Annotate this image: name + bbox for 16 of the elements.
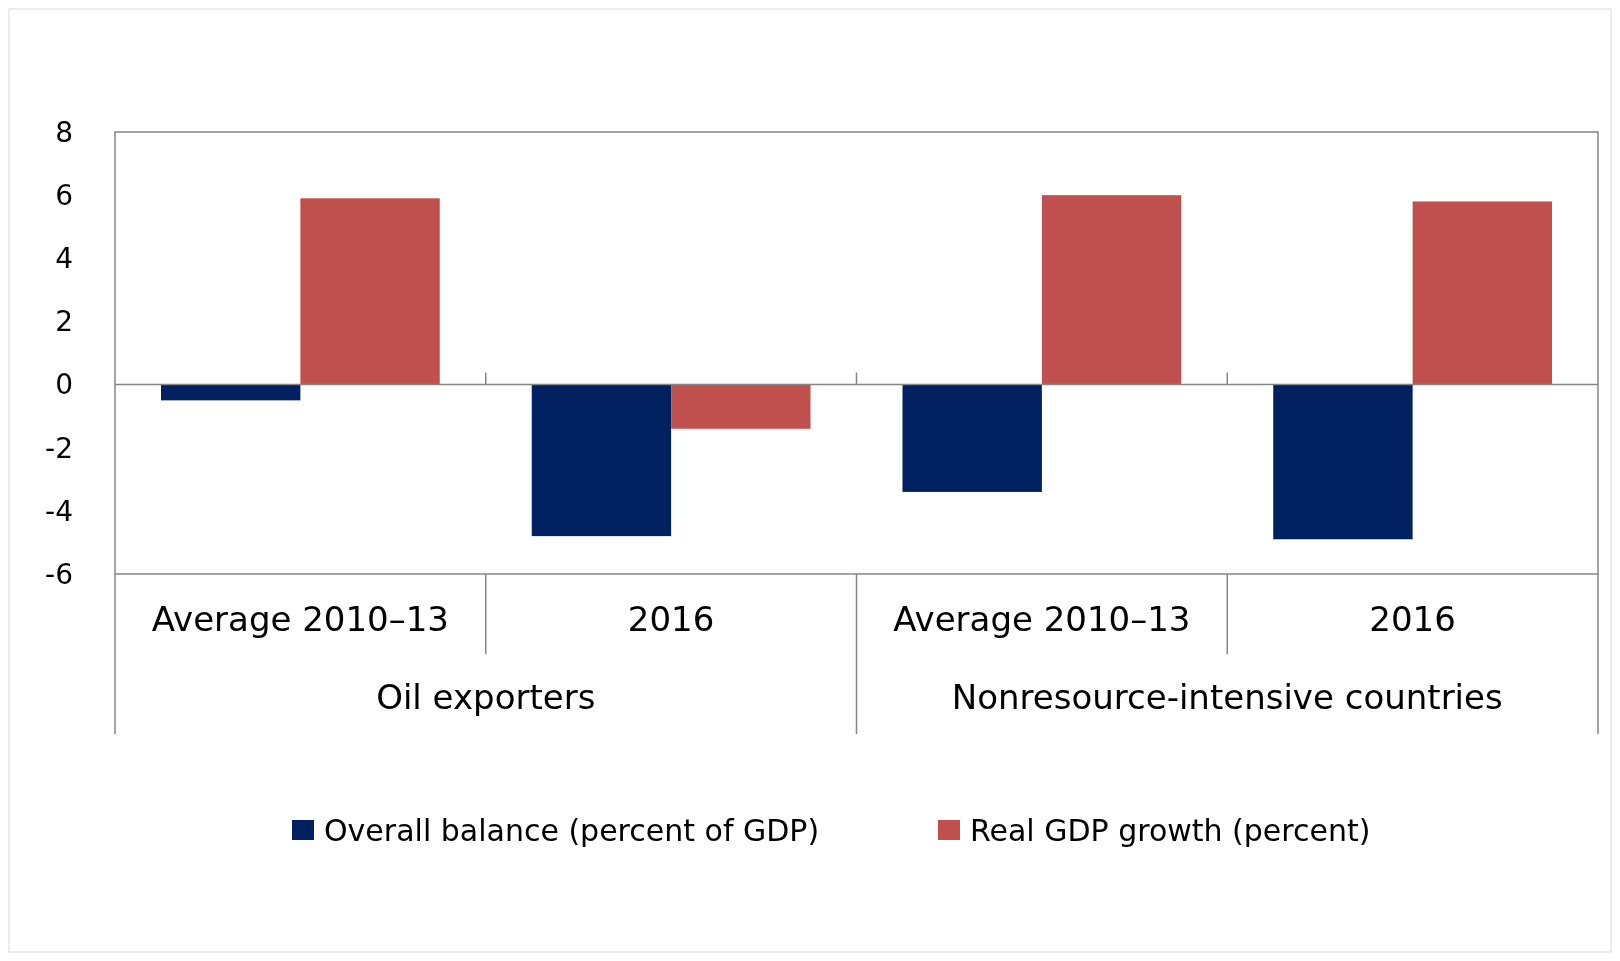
y-tick-label: -4	[45, 494, 73, 528]
x-tick-label: 2016	[627, 599, 715, 639]
x-tick-label: Average 2010–13	[893, 599, 1191, 639]
x-tick-label: 2016	[1369, 599, 1456, 639]
y-tick-label: 6	[55, 178, 73, 212]
legend-label: Overall balance (percent of GDP)	[324, 812, 820, 848]
y-tick-label: -6	[45, 557, 73, 591]
legend-label: Real GDP growth (percent)	[970, 812, 1371, 848]
y-tick-label: -2	[45, 431, 73, 465]
y-tick-label: 4	[55, 242, 73, 276]
text: Oil exporters	[376, 677, 596, 717]
y-tick-label: 8	[55, 115, 73, 149]
y-tick-label: 0	[55, 368, 73, 402]
x-tick-label: Average 2010–13	[151, 599, 449, 639]
y-tick-label: 2	[55, 305, 73, 339]
text: Nonresource-intensive countries	[951, 677, 1503, 717]
